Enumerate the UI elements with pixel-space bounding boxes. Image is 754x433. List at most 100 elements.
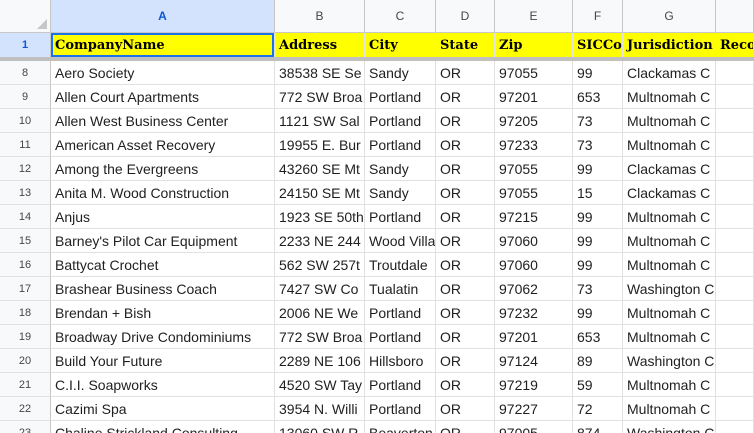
cell-jurisdiction[interactable]: Washington C — [623, 421, 716, 433]
cell-state[interactable]: OR — [436, 349, 495, 373]
cell-zip[interactable]: 97005 — [495, 421, 573, 433]
cell-city[interactable]: Portland — [365, 301, 436, 325]
cell-company-name[interactable]: Chaline Strickland Consulting — [51, 421, 275, 433]
cell-sic-code[interactable]: 99 — [573, 253, 623, 277]
header-cell-city[interactable]: City — [365, 33, 436, 57]
cell-address[interactable]: 19955 E. Bur — [275, 133, 365, 157]
cell-city[interactable]: Portland — [365, 85, 436, 109]
cell-recommendation[interactable] — [716, 85, 754, 109]
column-header-e[interactable]: E — [495, 0, 573, 33]
cell-recommendation[interactable] — [716, 61, 754, 85]
cell-company-name[interactable]: Aero Society — [51, 61, 275, 85]
cell-city[interactable]: Wood Villa — [365, 229, 436, 253]
cell-sic-code[interactable]: 99 — [573, 229, 623, 253]
cell-sic-code[interactable]: 874 — [573, 421, 623, 433]
cell-jurisdiction[interactable]: Multnomah C — [623, 229, 716, 253]
column-header-a[interactable]: A — [51, 0, 275, 33]
cell-jurisdiction[interactable]: Washington C — [623, 277, 716, 301]
cell-city[interactable]: Portland — [365, 133, 436, 157]
column-header-b[interactable]: B — [275, 0, 365, 33]
cell-zip[interactable]: 97124 — [495, 349, 573, 373]
header-cell-recommendation[interactable]: Recommendation — [716, 33, 754, 57]
cell-state[interactable]: OR — [436, 325, 495, 349]
cell-recommendation[interactable] — [716, 349, 754, 373]
cell-jurisdiction[interactable]: Clackamas C — [623, 157, 716, 181]
cell-address[interactable]: 43260 SE Mt — [275, 157, 365, 181]
cell-zip[interactable]: 97062 — [495, 277, 573, 301]
cell-company-name[interactable]: Anita M. Wood Construction — [51, 181, 275, 205]
row-number[interactable]: 15 — [0, 229, 51, 253]
column-header-h[interactable] — [716, 0, 754, 33]
cell-city[interactable]: Tualatin — [365, 277, 436, 301]
cell-state[interactable]: OR — [436, 205, 495, 229]
cell-company-name[interactable]: C.I.I. Soapworks — [51, 373, 275, 397]
cell-jurisdiction[interactable]: Multnomah C — [623, 397, 716, 421]
row-number[interactable]: 21 — [0, 373, 51, 397]
cell-recommendation[interactable] — [716, 229, 754, 253]
cell-city[interactable]: Sandy — [365, 181, 436, 205]
freeze-divider[interactable] — [0, 57, 754, 61]
cell-address[interactable]: 24150 SE Mt — [275, 181, 365, 205]
cell-jurisdiction[interactable]: Multnomah C — [623, 205, 716, 229]
row-number[interactable]: 10 — [0, 109, 51, 133]
cell-address[interactable]: 7427 SW Co — [275, 277, 365, 301]
cell-jurisdiction[interactable]: Multnomah C — [623, 373, 716, 397]
header-cell-state[interactable]: State — [436, 33, 495, 57]
cell-state[interactable]: OR — [436, 277, 495, 301]
row-number[interactable]: 18 — [0, 301, 51, 325]
row-number[interactable]: 12 — [0, 157, 51, 181]
cell-state[interactable]: OR — [436, 61, 495, 85]
cell-company-name[interactable]: Brendan + Bish — [51, 301, 275, 325]
cell-zip[interactable]: 97205 — [495, 109, 573, 133]
cell-city[interactable]: Hillsboro — [365, 349, 436, 373]
cell-city[interactable]: Portland — [365, 109, 436, 133]
cell-address[interactable]: 38538 SE Se — [275, 61, 365, 85]
cell-zip[interactable]: 97060 — [495, 253, 573, 277]
cell-company-name[interactable]: Brashear Business Coach — [51, 277, 275, 301]
cell-company-name[interactable]: Broadway Drive Condominiums — [51, 325, 275, 349]
cell-city[interactable]: Portland — [365, 205, 436, 229]
cell-sic-code[interactable]: 99 — [573, 61, 623, 85]
cell-jurisdiction[interactable]: Multnomah C — [623, 253, 716, 277]
cell-state[interactable]: OR — [436, 373, 495, 397]
cell-sic-code[interactable]: 99 — [573, 205, 623, 229]
cell-zip[interactable]: 97232 — [495, 301, 573, 325]
cell-company-name[interactable]: Anjus — [51, 205, 275, 229]
cell-company-name[interactable]: Allen Court Apartments — [51, 85, 275, 109]
cell-jurisdiction[interactable]: Multnomah C — [623, 109, 716, 133]
cell-state[interactable]: OR — [436, 253, 495, 277]
cell-zip[interactable]: 97055 — [495, 61, 573, 85]
header-cell-jurisdiction[interactable]: Jurisdiction — [623, 33, 716, 57]
row-number[interactable]: 23 — [0, 421, 51, 433]
cell-recommendation[interactable] — [716, 205, 754, 229]
cell-recommendation[interactable] — [716, 277, 754, 301]
cell-address[interactable]: 2233 NE 244 — [275, 229, 365, 253]
header-cell-address[interactable]: Address — [275, 33, 365, 57]
cell-city[interactable]: Portland — [365, 325, 436, 349]
row-number[interactable]: 11 — [0, 133, 51, 157]
row-number[interactable]: 9 — [0, 85, 51, 109]
cell-company-name[interactable]: Allen West Business Center — [51, 109, 275, 133]
select-all-corner[interactable] — [0, 0, 51, 33]
cell-jurisdiction[interactable]: Multnomah C — [623, 133, 716, 157]
cell-jurisdiction[interactable]: Multnomah C — [623, 325, 716, 349]
cell-sic-code[interactable]: 99 — [573, 301, 623, 325]
column-header-c[interactable]: C — [365, 0, 436, 33]
cell-address[interactable]: 562 SW 257t — [275, 253, 365, 277]
cell-zip[interactable]: 97201 — [495, 325, 573, 349]
cell-recommendation[interactable] — [716, 157, 754, 181]
cell-sic-code[interactable]: 73 — [573, 109, 623, 133]
cell-sic-code[interactable]: 653 — [573, 325, 623, 349]
row-number[interactable]: 20 — [0, 349, 51, 373]
cell-zip[interactable]: 97233 — [495, 133, 573, 157]
cell-state[interactable]: OR — [436, 133, 495, 157]
cell-jurisdiction[interactable]: Clackamas C — [623, 181, 716, 205]
cell-sic-code[interactable]: 89 — [573, 349, 623, 373]
cell-city[interactable]: Beaverton — [365, 421, 436, 433]
cell-jurisdiction[interactable]: Multnomah C — [623, 301, 716, 325]
header-cell-zip[interactable]: Zip — [495, 33, 573, 57]
cell-sic-code[interactable]: 72 — [573, 397, 623, 421]
cell-state[interactable]: OR — [436, 85, 495, 109]
cell-address[interactable]: 2006 NE We — [275, 301, 365, 325]
cell-recommendation[interactable] — [716, 133, 754, 157]
